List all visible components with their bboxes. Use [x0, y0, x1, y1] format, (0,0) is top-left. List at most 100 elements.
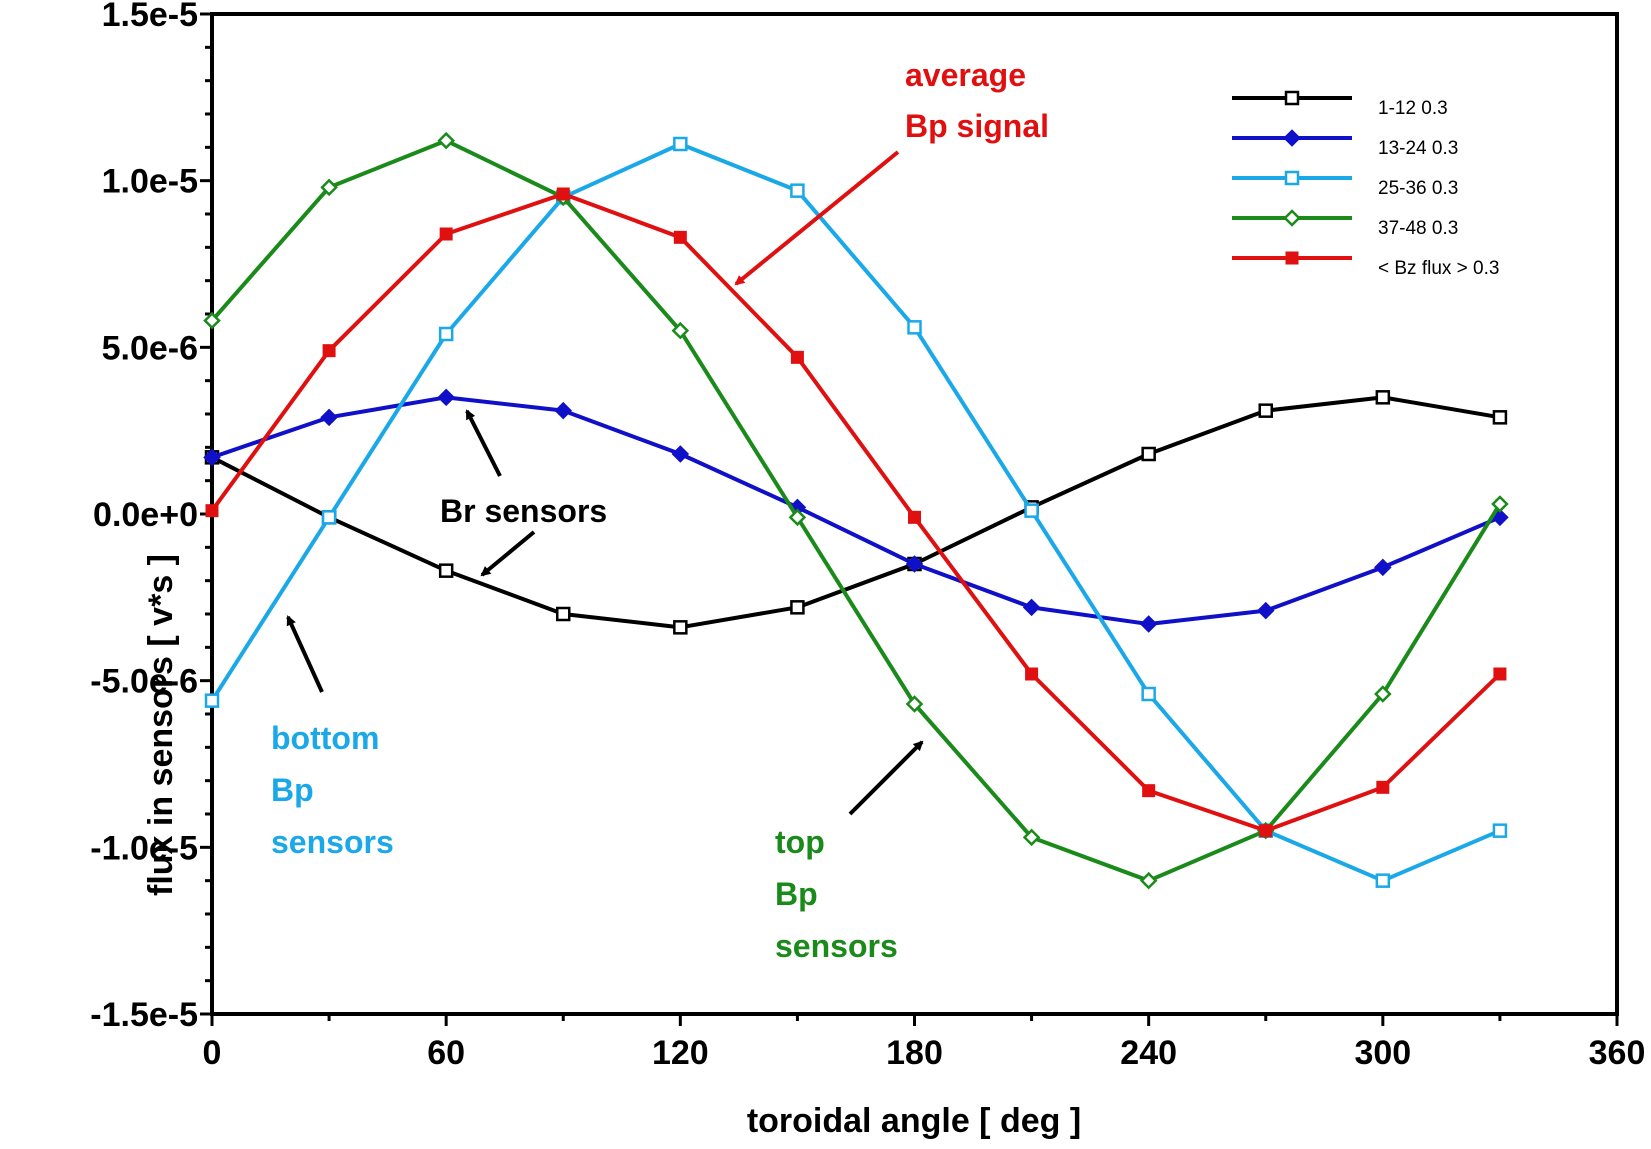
annotation-arrow-down [480, 530, 536, 577]
data-point [1024, 503, 1039, 518]
y-tick-label: -1.5e-5 [90, 996, 198, 1034]
series-line [210, 142, 1501, 883]
y-tick-label: 1.0e-5 [102, 163, 198, 201]
data-point [556, 187, 570, 201]
series-0 [204, 390, 1508, 635]
data-point [1142, 784, 1156, 798]
annotation-text: Bp signal [905, 108, 1049, 144]
annotation-text: average [905, 57, 1026, 93]
data-point [205, 504, 219, 518]
series-4 [205, 187, 1507, 838]
annotation-text: Bp [271, 772, 314, 808]
legend-entry: < Bz flux > 0.3 [1232, 251, 1499, 279]
annotation-arrow [286, 615, 324, 693]
series-line [210, 192, 1502, 833]
annotation-text: Bp [775, 876, 818, 912]
annotation-text: Br sensors [440, 493, 607, 529]
legend-entry: 13-24 0.3 [1232, 129, 1458, 159]
legend-marker [1284, 170, 1300, 186]
x-tick-label: 360 [1589, 1034, 1646, 1072]
data-point [554, 401, 573, 420]
legend-marker [1284, 90, 1300, 106]
data-point [438, 326, 454, 342]
data-point [1374, 558, 1392, 577]
data-point [671, 321, 690, 340]
data-point [321, 510, 337, 525]
legend-label: 1-12 0.3 [1378, 98, 1448, 119]
legend-label: < Bz flux > 0.3 [1378, 258, 1499, 279]
series-line [210, 138, 1502, 883]
legend-entry: 1-12 0.3 [1232, 90, 1448, 119]
data-point [204, 693, 220, 708]
series-line [211, 395, 1501, 630]
data-point [437, 131, 455, 150]
data-point [439, 227, 453, 241]
data-point [673, 230, 687, 244]
legend: 1-12 0.3 13-24 0.3 25-36 0.3 37-48 0.3 < Bz … [1232, 90, 1499, 279]
legend-marker [1283, 129, 1301, 147]
series-line [211, 395, 1501, 626]
data-point [907, 320, 922, 335]
annotation-text: sensors [775, 928, 898, 964]
data-point [1259, 824, 1273, 838]
series-layer [203, 131, 1509, 890]
legend-label: 13-24 0.3 [1378, 138, 1458, 159]
legend-entry: 25-36 0.3 [1232, 170, 1458, 199]
data-point [1376, 780, 1390, 794]
data-point [1139, 615, 1158, 633]
data-point [1141, 686, 1156, 702]
data-point [556, 606, 571, 622]
annotation-text: top [775, 824, 825, 860]
data-point [673, 620, 688, 635]
annotation-arrow [734, 150, 900, 286]
data-point [671, 445, 690, 463]
annotation-top-bp-sensors: top Bp sensors [775, 740, 924, 964]
y-tick-label: 0.0e+0 [93, 496, 198, 534]
data-point [1141, 446, 1156, 462]
x-axis-title: toroidal angle [ deg ] [747, 1102, 1081, 1140]
series-2 [204, 136, 1508, 888]
data-point [1493, 667, 1507, 681]
data-point [673, 136, 688, 152]
annotation-text: sensors [271, 824, 394, 860]
data-point [1022, 828, 1041, 847]
data-point [790, 350, 804, 364]
y-tick-label: -1.0e-5 [90, 829, 198, 867]
series-1 [203, 388, 1509, 633]
data-point [1375, 873, 1391, 888]
y-axis-title: flux in sensors [ v*s ] [142, 554, 180, 896]
series-3 [203, 131, 1509, 890]
data-point [905, 555, 924, 573]
annotation-average-bp-signal: average Bp signal [734, 57, 1049, 286]
legend-label: 37-48 0.3 [1378, 218, 1458, 239]
annotation-arrow-up [465, 409, 502, 477]
data-point [203, 311, 221, 330]
data-point [1256, 601, 1275, 620]
annotation-arrow [848, 740, 924, 816]
data-point [1025, 667, 1039, 681]
axes: 0 60 120 180 240 300 360 1.5e-5 1.0e-5 5.0e-6 0.0e… [90, 0, 1645, 1072]
annotation-bottom-bp-sensors: bottom Bp sensors [271, 615, 394, 860]
annotation-text: bottom [271, 720, 379, 756]
y-tick-label: 5.0e-6 [102, 329, 198, 367]
y-tick-label: 1.5e-5 [102, 0, 198, 34]
legend-marker [1283, 209, 1301, 227]
data-point [905, 695, 924, 713]
legend-marker [1285, 251, 1299, 265]
legend-label: 25-36 0.3 [1378, 178, 1458, 199]
data-point [790, 600, 805, 615]
data-point [322, 344, 336, 358]
x-tick-label: 300 [1354, 1034, 1411, 1072]
data-point [320, 178, 338, 197]
annotation-br-sensors: Br sensors [440, 409, 607, 577]
data-point [1022, 598, 1041, 617]
x-tick-label: 60 [427, 1034, 465, 1072]
data-point [1139, 871, 1158, 890]
x-tick-label: 240 [1120, 1034, 1177, 1072]
data-point [1492, 410, 1508, 425]
y-tick-label: -5.0e-6 [90, 663, 198, 701]
x-tick-label: 120 [652, 1034, 709, 1072]
data-point [1492, 823, 1508, 838]
x-tick-label: 180 [886, 1034, 943, 1072]
